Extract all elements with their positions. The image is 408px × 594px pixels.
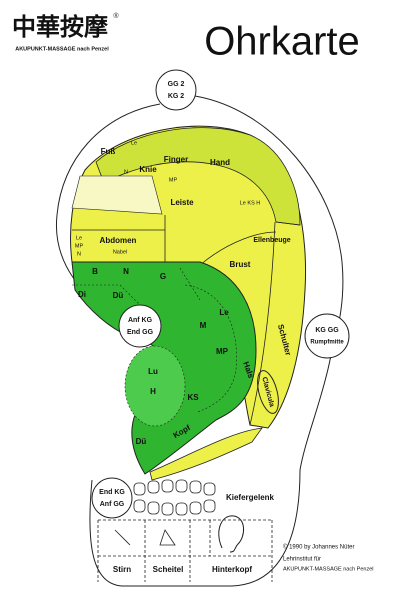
lung-zone bbox=[125, 346, 185, 426]
region-label: MP bbox=[169, 177, 178, 183]
tooth bbox=[190, 481, 201, 493]
lobe-label: Stirn bbox=[113, 565, 131, 574]
point-label: Rumpfmitte bbox=[310, 340, 344, 346]
region-label: Di bbox=[78, 290, 86, 299]
region-label: Le KS H bbox=[240, 200, 261, 206]
point-label: KG 2 bbox=[168, 93, 184, 100]
region-label: N bbox=[124, 169, 128, 175]
footer-line: AKUPUNKT-MASSAGE nach Penzel bbox=[283, 566, 373, 572]
tooth bbox=[162, 503, 173, 515]
region-label: KS bbox=[187, 393, 199, 402]
tooth bbox=[204, 483, 215, 495]
logo-subtitle: AKUPUNKT-MASSAGE nach Penzel bbox=[15, 46, 109, 52]
lobe-label: Hinterkopf bbox=[212, 565, 252, 574]
region-label: Leiste bbox=[170, 198, 194, 207]
region-label: Brust bbox=[230, 260, 251, 269]
region-label: MP bbox=[216, 347, 229, 356]
logo-mark: ® bbox=[113, 12, 119, 20]
tooth bbox=[134, 500, 145, 512]
region-label: N bbox=[123, 267, 129, 276]
teeth bbox=[134, 480, 215, 515]
point-label: KG GG bbox=[315, 327, 339, 334]
region-label: N bbox=[77, 251, 81, 257]
region-label: MP bbox=[75, 243, 84, 249]
region-label: Le bbox=[219, 308, 229, 317]
tooth bbox=[148, 502, 159, 514]
region-label: Abdomen bbox=[100, 236, 137, 245]
point-label: End KG bbox=[99, 489, 125, 496]
region-label: Le bbox=[76, 235, 82, 241]
point-circle bbox=[305, 314, 349, 358]
point-label: End GG bbox=[127, 329, 154, 336]
region-label: Finger bbox=[164, 155, 188, 164]
region-label: Fuß bbox=[101, 147, 116, 156]
tooth bbox=[148, 481, 159, 493]
region-label: Dü bbox=[136, 437, 147, 446]
region-label: Ellenbeuge bbox=[253, 237, 290, 244]
point-circle bbox=[156, 70, 196, 110]
tooth bbox=[190, 502, 201, 514]
footer-line: © 1990 by Johannes Nüter bbox=[283, 544, 354, 551]
point-circle bbox=[119, 305, 161, 347]
logo: 中華按摩 bbox=[12, 13, 108, 41]
region-label: H bbox=[150, 387, 156, 396]
region-label: B bbox=[92, 267, 98, 276]
point-circle bbox=[92, 478, 132, 518]
point-label: Anf GG bbox=[100, 501, 125, 508]
point-label: Anf KG bbox=[128, 317, 153, 324]
pale-zone bbox=[72, 176, 162, 214]
ear-chart: 中華按摩 ® AKUPUNKT-MASSAGE nach Penzel Ohrk… bbox=[0, 0, 408, 594]
title: Ohrkarte bbox=[204, 20, 360, 64]
region-label: Nabel bbox=[113, 249, 127, 255]
tooth bbox=[176, 480, 187, 492]
region-label: Hand bbox=[210, 158, 230, 167]
point-label: GG 2 bbox=[168, 81, 185, 88]
region-label: Knie bbox=[139, 165, 157, 174]
tooth bbox=[204, 500, 215, 512]
tooth bbox=[176, 503, 187, 515]
region-label: G bbox=[160, 272, 166, 281]
ear-icon bbox=[219, 516, 244, 552]
region-label: M bbox=[200, 321, 207, 330]
tooth bbox=[134, 483, 145, 495]
region-label: Le bbox=[131, 140, 137, 146]
region-label: Dü bbox=[113, 291, 124, 300]
region-label: Lu bbox=[148, 367, 158, 376]
lobe-label: Kiefergelenk bbox=[226, 493, 275, 502]
lobe-label: Scheitel bbox=[153, 565, 184, 574]
tooth bbox=[162, 480, 173, 492]
footer-line: Lehrinstitut für bbox=[283, 557, 321, 563]
